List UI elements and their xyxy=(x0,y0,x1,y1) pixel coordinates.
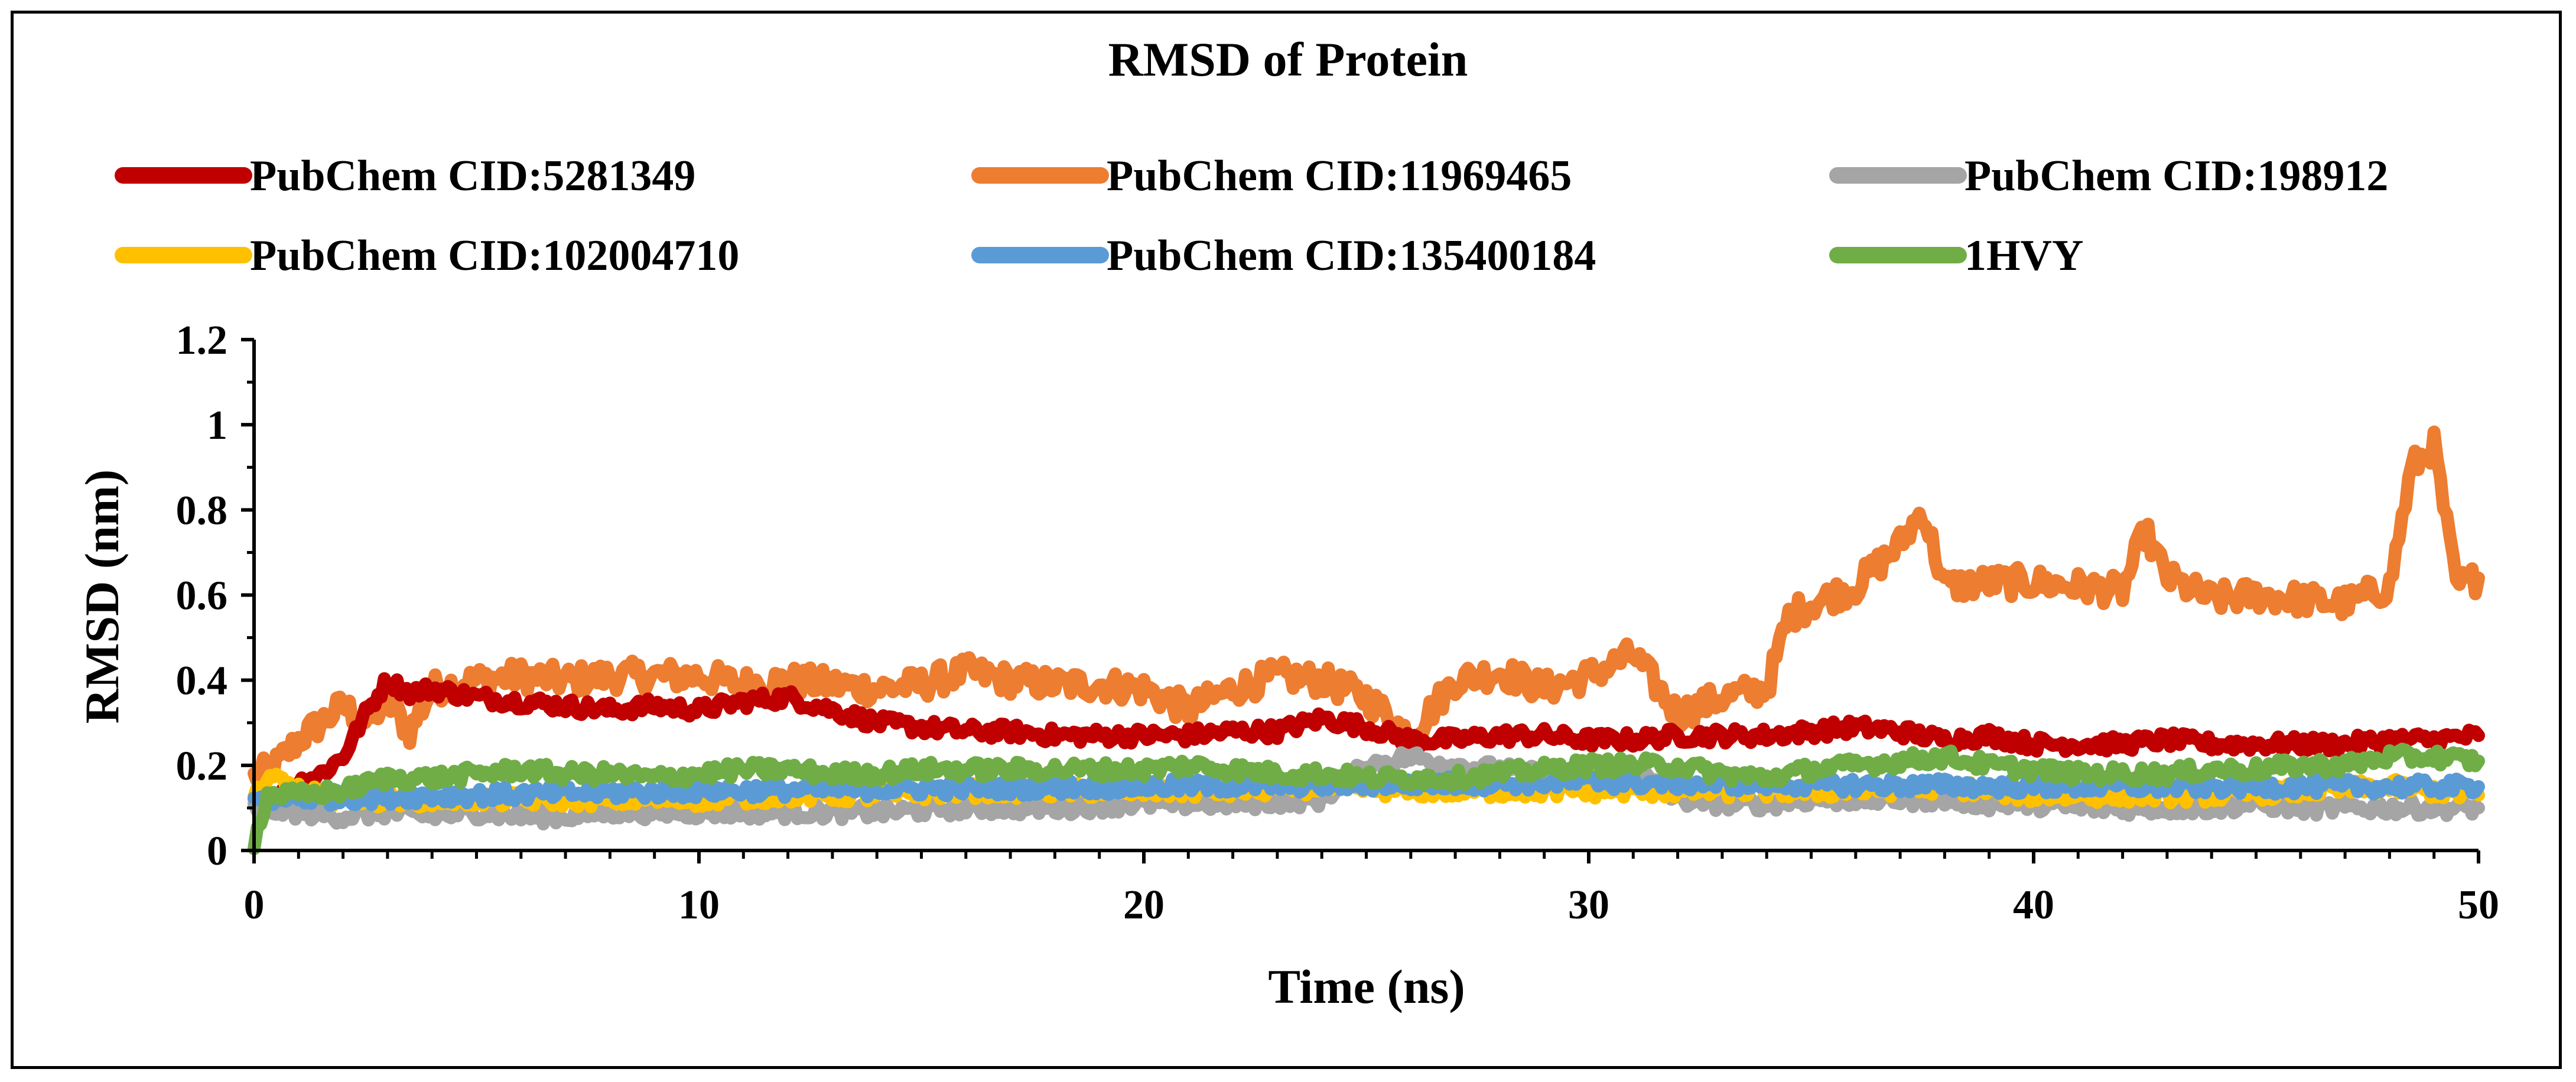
series-line-pubchem-cid-11969465 xyxy=(248,425,2485,789)
legend-label: PubChem CID:11969465 xyxy=(1107,152,1572,200)
legend-label: PubChem CID:135400184 xyxy=(1107,232,1596,280)
series-line-1hvy xyxy=(248,742,2485,855)
legend-label: PubChem CID:198912 xyxy=(1964,152,2388,200)
legend-item-pubchem-cid-198912: PubChem CID:198912 xyxy=(1829,152,2388,200)
legend-item-pubchem-cid-11969465: PubChem CID:11969465 xyxy=(971,152,1572,200)
x-tick-label: 10 xyxy=(678,882,720,928)
legend-item-1hvy: 1HVY xyxy=(1829,232,2083,280)
y-tick-label: 0 xyxy=(207,829,227,874)
y-tick-label: 0.2 xyxy=(176,744,228,789)
y-tick-label: 0.6 xyxy=(176,573,228,619)
legend-label: PubChem CID:102004710 xyxy=(250,232,739,280)
x-tick-label: 30 xyxy=(1568,882,1609,928)
x-tick-label: 50 xyxy=(2458,882,2499,928)
series-layer xyxy=(248,425,2485,855)
legend: PubChem CID:5281349 PubChem CID:11969465 P… xyxy=(115,152,2388,280)
x-tick-label: 20 xyxy=(1123,882,1165,928)
legend-label: PubChem CID:5281349 xyxy=(250,152,695,200)
y-tick-label: 0.4 xyxy=(176,659,228,704)
axes-layer: 0 0.2 0.4 0.6 0.8 1 1.2 0 10 20 30 40 50 xyxy=(176,318,2500,928)
y-tick-label: 0.8 xyxy=(176,488,228,533)
chart-title: RMSD of Protein xyxy=(1108,32,1468,86)
x-tick-label: 0 xyxy=(244,882,265,928)
y-axis-label: RMSD (nm) xyxy=(75,470,129,723)
y-tick-label: 1.2 xyxy=(176,318,228,363)
plot-area: 0 0.2 0.4 0.6 0.8 1 1.2 0 10 20 30 40 50 xyxy=(176,318,2500,928)
x-tick-label: 40 xyxy=(2013,882,2054,928)
y-tick-label: 1 xyxy=(207,403,227,448)
series-line-pubchem-cid-5281349 xyxy=(248,672,2485,811)
legend-label: 1HVY xyxy=(1964,232,2083,280)
legend-item-pubchem-cid-135400184: PubChem CID:135400184 xyxy=(971,232,1596,280)
legend-item-pubchem-cid-102004710: PubChem CID:102004710 xyxy=(115,232,739,280)
x-axis-label: Time (ns) xyxy=(1268,960,1465,1013)
legend-item-pubchem-cid-5281349: PubChem CID:5281349 xyxy=(115,152,695,200)
